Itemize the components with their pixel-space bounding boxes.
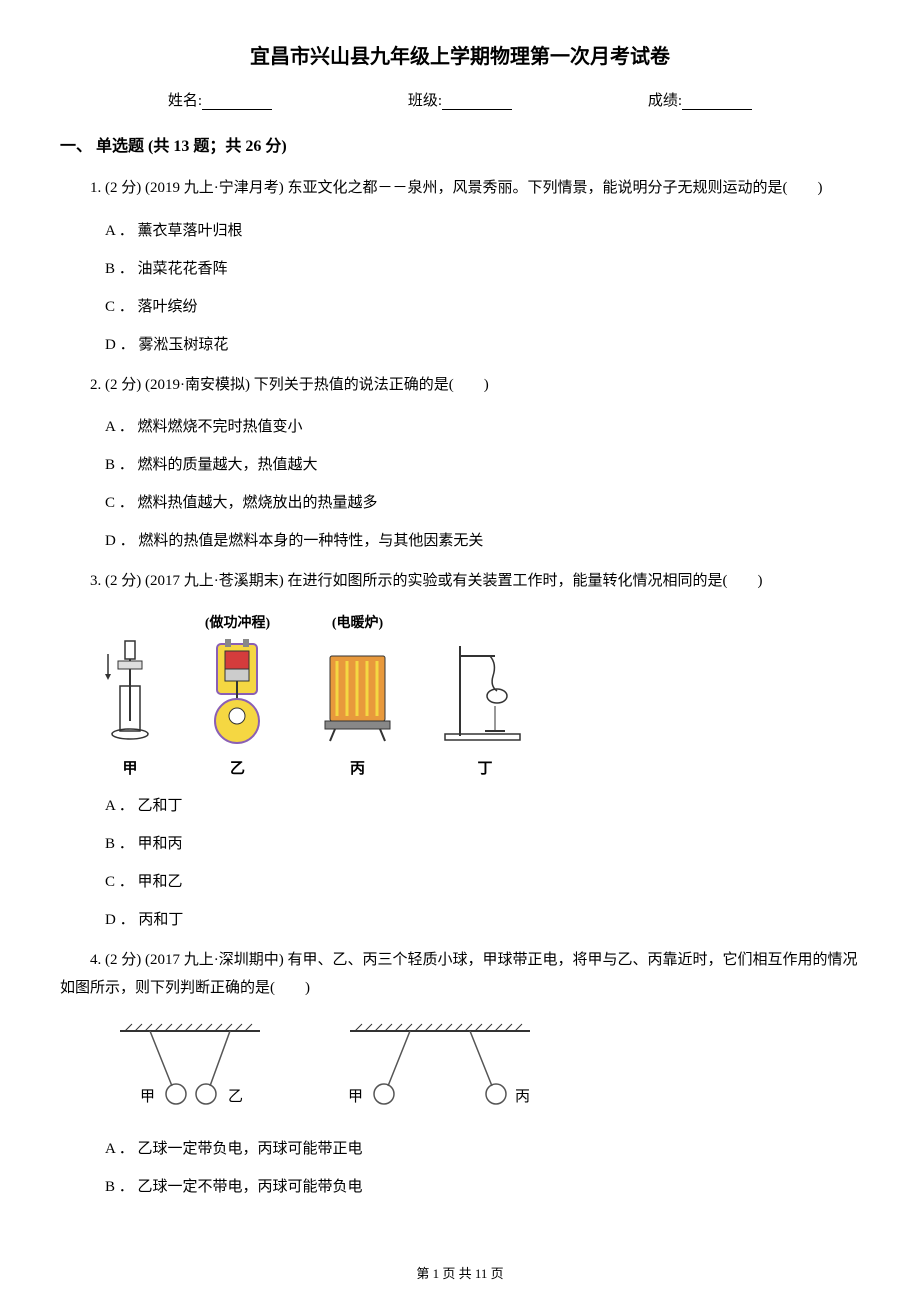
q1-option-b: B ． 油菜花花香阵	[60, 257, 860, 281]
q3-figure-row: . 甲 (做功冲程) 乙 (电暖炉)	[100, 612, 860, 778]
q2-option-a: A ． 燃料燃烧不完时热值变小	[60, 415, 860, 439]
q4-pendulum-row: 甲 乙 甲 丙	[100, 1019, 860, 1119]
figure-bing-svg	[315, 636, 400, 751]
pendulum-label-jia-1: 甲	[140, 1089, 155, 1105]
pendulum-label-jia-2: 甲	[348, 1089, 363, 1105]
pendulum-label-bing: 丙	[515, 1089, 530, 1105]
section-heading: 一、 单选题 (共 13 题；共 26 分)	[60, 132, 860, 156]
score-label-text: 成绩:	[648, 93, 682, 109]
page-footer: 第 1 页 共 11 页	[0, 1263, 920, 1282]
q2-option-d: D ． 燃料的热值是燃料本身的一种特性，与其他因素无关	[60, 529, 860, 553]
q4-stem: 4. (2 分) (2017 九上·深圳期中) 有甲、乙、丙三个轻质小球，甲球带…	[60, 946, 860, 1003]
figure-bing-label: 丙	[315, 757, 400, 778]
figure-bing: (电暖炉) 丙	[315, 612, 400, 778]
q1-option-a: A ． 薰衣草落叶归根	[60, 219, 860, 243]
score-blank	[682, 109, 752, 110]
q1-option-c: C ． 落叶缤纷	[60, 295, 860, 319]
figure-jia-label: 甲	[100, 757, 160, 778]
class-label-text: 班级:	[408, 93, 442, 109]
q1-option-d: D ． 雾淞玉树琼花	[60, 333, 860, 357]
q3-option-c: C ． 甲和乙	[60, 870, 860, 894]
figure-yi-label: 乙	[195, 757, 280, 778]
class-blank	[442, 109, 512, 110]
pendulum-jia-yi-svg: 甲 乙	[100, 1019, 280, 1119]
student-info-line: 姓名: 班级: 成绩:	[60, 89, 860, 110]
class-label: 班级:	[408, 89, 512, 110]
q2-option-b: B ． 燃料的质量越大，热值越大	[60, 453, 860, 477]
figure-jia-svg	[100, 636, 160, 751]
figure-yi-top-label: (做功冲程)	[195, 612, 280, 632]
figure-ding-label: 丁	[435, 757, 535, 778]
q3-option-d: D ． 丙和丁	[60, 908, 860, 932]
pendulum-jia-bing-svg: 甲 丙	[330, 1019, 550, 1119]
figure-ding-svg	[435, 636, 535, 751]
score-label: 成绩:	[648, 89, 752, 110]
figure-ding: . 丁	[435, 616, 535, 778]
q4-option-a: A ． 乙球一定带负电，丙球可能带正电	[60, 1137, 860, 1161]
q3-option-b: B ． 甲和丙	[60, 832, 860, 856]
name-label: 姓名:	[168, 89, 272, 110]
name-blank	[202, 109, 272, 110]
q4-option-b: B ． 乙球一定不带电，丙球可能带负电	[60, 1175, 860, 1199]
name-label-text: 姓名:	[168, 93, 202, 109]
q2-option-c: C ． 燃料热值越大，燃烧放出的热量越多	[60, 491, 860, 515]
q1-stem: 1. (2 分) (2019 九上·宁津月考) 东亚文化之都－－泉州，风景秀丽。…	[30, 174, 860, 203]
figure-yi: (做功冲程) 乙	[195, 612, 280, 778]
document-title: 宜昌市兴山县九年级上学期物理第一次月考试卷	[60, 40, 860, 69]
figure-bing-top-label: (电暖炉)	[315, 612, 400, 632]
pendulum-label-yi: 乙	[228, 1089, 243, 1105]
figure-yi-svg	[195, 636, 280, 751]
q3-option-a: A ． 乙和丁	[60, 794, 860, 818]
q2-stem: 2. (2 分) (2019·南安模拟) 下列关于热值的说法正确的是( )	[60, 371, 860, 400]
q3-stem: 3. (2 分) (2017 九上·苍溪期末) 在进行如图所示的实验或有关装置工…	[60, 567, 860, 596]
figure-jia: . 甲	[100, 616, 160, 778]
